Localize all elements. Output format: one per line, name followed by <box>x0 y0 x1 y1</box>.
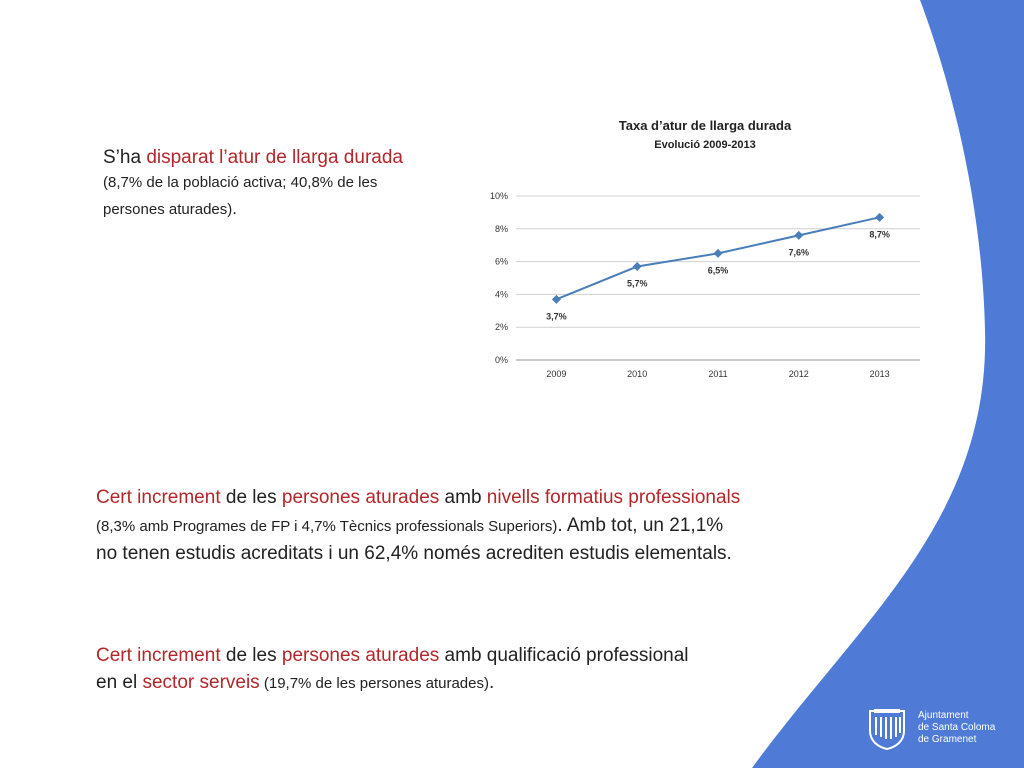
logo-line-1: Ajuntament <box>918 710 969 721</box>
x-tick-label: 2009 <box>546 369 566 379</box>
y-tick-label: 8% <box>495 224 508 234</box>
y-tick-label: 10% <box>490 191 508 201</box>
data-label: 8,7% <box>869 229 890 239</box>
y-tick-label: 4% <box>495 289 508 299</box>
highlight-text: disparat l’atur de llarga durada <box>146 147 403 168</box>
data-point <box>632 262 642 272</box>
data-label: 6,5% <box>708 265 729 275</box>
series-line <box>556 216 880 301</box>
x-tick-label: 2011 <box>708 369 727 379</box>
data-point <box>551 294 561 304</box>
training-levels-paragraph: Cert increment de les persones aturades … <box>96 487 741 564</box>
chart-title: Taxa d’atur de llarga durada <box>619 118 792 133</box>
logo-line-3: de Gramenet <box>918 734 977 745</box>
city-council-logo: Ajuntament de Santa Coloma de Gramenet <box>862 705 1002 751</box>
data-label: 3,7% <box>546 311 567 321</box>
x-tick-label: 2013 <box>870 369 890 379</box>
data-point <box>875 212 885 222</box>
x-tick-label: 2012 <box>789 369 809 379</box>
services-sector-paragraph: Cert increment de les persones aturades … <box>96 645 689 693</box>
data-label: 5,7% <box>627 279 648 289</box>
line-chart: Taxa d’atur de llarga durada Evolució 20… <box>490 118 920 379</box>
data-point <box>794 230 804 240</box>
y-tick-label: 0% <box>495 355 508 365</box>
chart-subtitle: Evolució 2009-2013 <box>654 139 756 151</box>
y-tick-label: 2% <box>495 322 508 332</box>
x-tick-label: 2010 <box>627 369 647 379</box>
long-term-unemployment-text: S’ha disparat l’atur de llarga durada (8… <box>103 147 403 218</box>
municipal-shield-icon <box>869 709 905 751</box>
logo-line-2: de Santa Coloma <box>918 722 996 733</box>
data-label: 7,6% <box>789 247 810 257</box>
y-tick-label: 6% <box>495 257 508 267</box>
data-point <box>713 248 723 258</box>
